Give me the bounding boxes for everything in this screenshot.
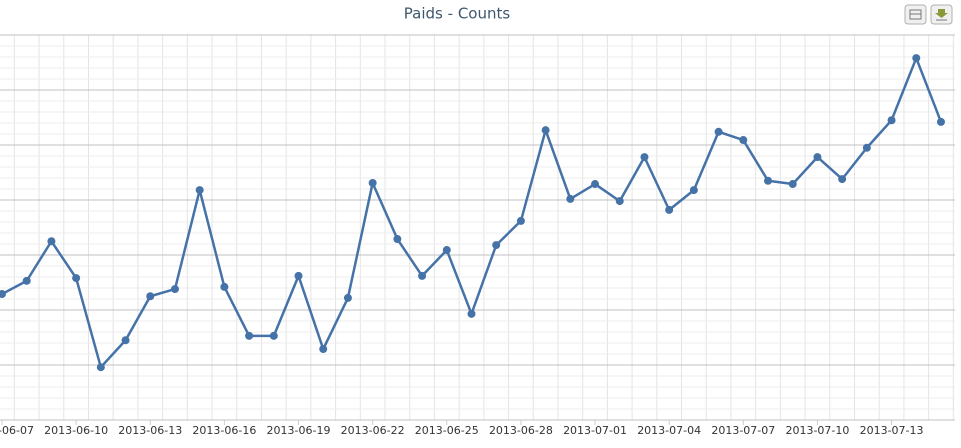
point bbox=[170, 285, 179, 294]
x-tick-label: 2013-06-22 bbox=[341, 424, 405, 437]
point bbox=[319, 345, 328, 354]
point bbox=[615, 197, 624, 206]
point bbox=[714, 127, 723, 136]
point bbox=[220, 282, 229, 291]
print-button[interactable] bbox=[904, 4, 927, 25]
x-tick-label: 2013-06-19 bbox=[267, 424, 331, 437]
x-tick-label: 2013-06-10 bbox=[44, 424, 108, 437]
point bbox=[591, 180, 600, 189]
point bbox=[788, 180, 797, 189]
x-tick-label: 2013-06-13 bbox=[118, 424, 182, 437]
point bbox=[665, 205, 674, 214]
point bbox=[343, 293, 352, 302]
x-tick-label: 2013-07-01 bbox=[563, 424, 627, 437]
point bbox=[47, 237, 56, 246]
x-tick-label: 2013-06-25 bbox=[415, 424, 479, 437]
point bbox=[838, 175, 847, 184]
point bbox=[245, 331, 254, 340]
point bbox=[739, 136, 748, 145]
point bbox=[862, 143, 871, 152]
point bbox=[936, 117, 945, 126]
point bbox=[492, 241, 501, 250]
point bbox=[442, 246, 451, 255]
point bbox=[640, 153, 649, 162]
point bbox=[368, 178, 377, 187]
x-tick-label: 2013-07-07 bbox=[711, 424, 775, 437]
point bbox=[541, 126, 550, 135]
x-tick-label: 2013-06-16 bbox=[192, 424, 256, 437]
point bbox=[912, 54, 921, 63]
plot bbox=[0, 54, 945, 372]
point bbox=[195, 186, 204, 195]
export-button[interactable] bbox=[930, 4, 953, 25]
point bbox=[0, 290, 6, 299]
point bbox=[516, 216, 525, 225]
point bbox=[467, 309, 476, 318]
point bbox=[418, 271, 427, 280]
x-tick-label: 2013-07-04 bbox=[637, 424, 701, 437]
point bbox=[887, 116, 896, 125]
x-tick-label: 2013-06-07 bbox=[0, 424, 34, 437]
point bbox=[393, 235, 402, 244]
point bbox=[146, 292, 155, 301]
x-tick-label: 2013-06-28 bbox=[489, 424, 553, 437]
point bbox=[96, 363, 105, 372]
point bbox=[813, 153, 822, 162]
point bbox=[566, 194, 575, 203]
point bbox=[22, 276, 31, 285]
point bbox=[72, 274, 81, 283]
point bbox=[764, 176, 773, 185]
grid bbox=[0, 34, 955, 425]
point bbox=[121, 336, 130, 345]
x-tick-label: 2013-07-13 bbox=[860, 424, 924, 437]
point bbox=[689, 186, 698, 195]
point bbox=[294, 271, 303, 280]
point bbox=[269, 331, 278, 340]
chart-title: Paids - Counts bbox=[404, 5, 511, 23]
x-tick-label: 2013-07-10 bbox=[785, 424, 849, 437]
